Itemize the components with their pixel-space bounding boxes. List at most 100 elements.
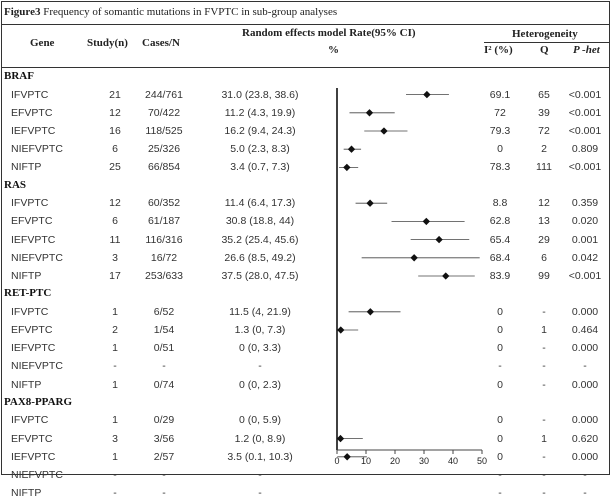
header-cases: Cases/N [142, 37, 180, 49]
cell-p: - [583, 487, 587, 499]
cell-subgroup: EFVPTC [11, 324, 53, 336]
cell-p: 0.000 [571, 305, 599, 318]
cell-rate-text: 35.2 (25.4, 45.6) [221, 233, 299, 246]
x-tick-label: 40 [448, 456, 458, 466]
cell-p: - [583, 469, 587, 481]
cell-rate-text: 0 (0, 3.3) [238, 342, 282, 355]
cell-q: 111 [536, 161, 552, 174]
cell-i2: 0 [497, 342, 503, 355]
cell-rate-text: 5.0 (2.3, 8.3) [230, 143, 290, 156]
cell-subgroup: EFVPTC [11, 432, 53, 445]
cell-subgroup: NIFTP [11, 378, 42, 391]
cell-p: 0.620 [571, 432, 599, 445]
cell-subgroup: IEFVPTC [11, 450, 56, 463]
cell-q: - [542, 342, 546, 355]
cell-i2: 0 [497, 143, 503, 156]
cell-q: 1 [541, 324, 547, 336]
group-heading: BRAF [4, 70, 34, 82]
cell-q: - [542, 360, 546, 373]
cell-cases: 2/57 [153, 450, 175, 463]
figure-frame [1, 1, 610, 475]
cell-study: 1 [112, 378, 118, 391]
point-estimate [366, 199, 374, 207]
cell-subgroup: NIEFVPTC [11, 251, 63, 264]
cell-study: 16 [109, 125, 121, 137]
forest-plot: 0 10 20 30 40 50 [334, 88, 487, 466]
cell-study: 6 [112, 215, 118, 228]
cell-study: 12 [109, 197, 121, 210]
cell-cases: 0/74 [153, 378, 175, 391]
header-q: Q [540, 44, 549, 56]
cell-cases: 70/422 [147, 106, 181, 119]
cell-rate-text: 0 (0, 5.9) [238, 414, 282, 427]
cell-study: 3 [112, 432, 118, 445]
x-tick-label: 50 [477, 456, 487, 466]
cell-cases: 116/316 [145, 233, 183, 246]
cell-study: 21 [109, 88, 121, 101]
cell-rate-text: 1.3 (0, 7.3) [234, 324, 286, 336]
x-tick-label: 30 [419, 456, 429, 466]
cell-q: - [542, 487, 546, 499]
cell-p: 0.464 [571, 324, 599, 336]
cell-rate-text: 3.5 (0.1, 10.3) [227, 450, 293, 463]
cell-cases: 3/56 [153, 432, 175, 445]
cell-i2: 79.3 [489, 125, 511, 137]
cell-subgroup: EFVPTC [11, 215, 53, 228]
cell-rate-text: - [258, 487, 262, 499]
cell-i2: - [498, 487, 502, 499]
point-estimate [365, 109, 374, 117]
cell-study: 1 [112, 414, 118, 427]
cell-rate-text: 1.2 (0, 8.9) [234, 432, 286, 445]
cell-study: - [113, 487, 117, 499]
cell-study: 1 [112, 305, 118, 318]
cell-study: 1 [112, 450, 118, 463]
cell-study: - [113, 469, 117, 481]
header-rate-unit: % [328, 44, 339, 56]
cell-cases: 25/326 [147, 143, 181, 156]
cell-cases: 253/633 [145, 270, 183, 282]
cell-subgroup: NIFTP [11, 161, 42, 174]
cell-p: 0.000 [571, 342, 599, 355]
cell-study: 12 [109, 106, 121, 119]
cell-q: - [542, 469, 546, 481]
header-p-het: P -het [573, 44, 600, 56]
cell-rate-text: 31.0 (23.8, 38.6) [221, 88, 299, 101]
cell-study: 1 [112, 342, 118, 355]
cell-cases: 60/352 [147, 197, 181, 210]
cell-cases: - [162, 487, 166, 499]
header-i2: I² (%) [484, 44, 513, 56]
cell-p: 0.000 [571, 378, 599, 391]
cell-rate-text: 3.4 (0.7, 7.3) [230, 161, 290, 174]
cell-q: - [542, 450, 546, 463]
cell-p: <0.001 [568, 270, 602, 282]
cell-q: 12 [538, 197, 550, 210]
cell-i2: 0 [497, 450, 503, 463]
cell-p: <0.001 [568, 106, 602, 119]
cell-p: 0.042 [571, 251, 599, 264]
cell-subgroup: NIFTP [11, 270, 42, 282]
point-estimate [410, 254, 418, 262]
point-estimate [442, 272, 450, 280]
cell-subgroup: EFVPTC [11, 106, 53, 119]
header-divider [1, 67, 610, 68]
cell-i2: 62.8 [489, 215, 511, 228]
point-estimate [435, 235, 443, 244]
cell-i2: 0 [497, 324, 503, 336]
cell-i2: 0 [497, 305, 503, 318]
cell-i2: 8.8 [492, 197, 508, 210]
point-estimate [343, 453, 351, 461]
heterogeneity-underline [484, 42, 609, 43]
cell-q: 13 [538, 215, 550, 228]
cell-rate-text: - [258, 469, 262, 481]
cell-subgroup: IEFVPTC [11, 125, 56, 137]
cell-subgroup: NIEFVPTC [11, 143, 63, 156]
cell-q: 72 [538, 125, 550, 137]
cell-q: - [542, 414, 546, 427]
point-estimate [347, 145, 356, 153]
x-tick-label: 10 [361, 456, 371, 466]
cell-study: 17 [109, 270, 121, 282]
cell-cases: 61/187 [147, 215, 181, 228]
cell-subgroup: IFVPTC [11, 305, 49, 318]
cell-i2: 68.4 [489, 251, 511, 264]
cell-rate-text: - [258, 360, 262, 373]
